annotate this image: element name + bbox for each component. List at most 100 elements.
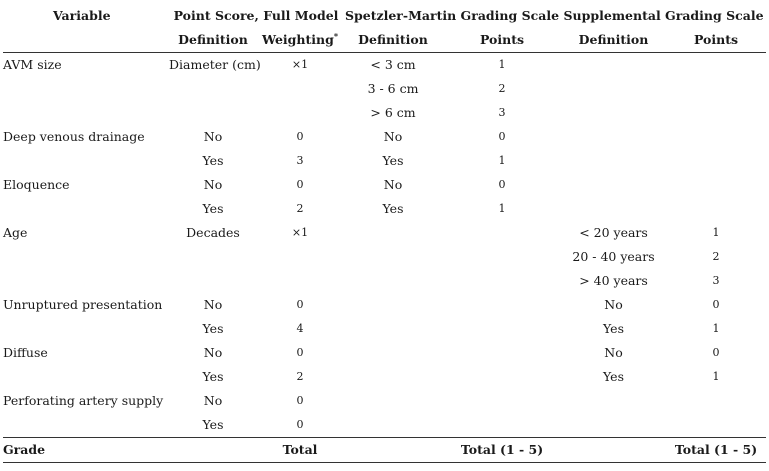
cell-variable: Unruptured presentation (3, 297, 163, 312)
cell-fm-weighting (257, 101, 343, 125)
cell-sm-definition: 3 - 6 cm (367, 81, 419, 96)
table-row: Yes 2 Yes 1 (3, 197, 766, 221)
grading-scale-table: Variable Point Score, Full Model Spetzle… (3, 4, 767, 463)
footer-fm-total: Total (257, 437, 344, 463)
cell-supp-definition (561, 125, 666, 149)
footer-grade-label: Grade (3, 437, 169, 463)
cell-sm-points (443, 389, 561, 413)
header-fm-weighting-label: Weighting (261, 32, 334, 47)
cell-variable: Eloquence (3, 177, 70, 192)
cell-fm-definition (169, 101, 257, 125)
table-row: Yes 3 Yes 1 (3, 149, 766, 173)
cell-supp-definition: No (604, 345, 623, 360)
cell-sm-definition (343, 413, 443, 438)
cell-supp-points: 0 (712, 346, 720, 359)
table-row: Deep venous drainage No 0 No 0 (3, 125, 766, 149)
header-row-groups: Variable Point Score, Full Model Spetzle… (3, 4, 766, 28)
cell-variable: Perforating artery supply (3, 393, 164, 408)
cell-sm-points: 1 (498, 154, 506, 167)
cell-fm-definition (169, 245, 257, 269)
weighting-footnote-mark: * (333, 30, 339, 41)
header-sm-points: Points (443, 28, 562, 53)
cell-supp-definition (561, 389, 666, 413)
header-group-full-model: Point Score, Full Model (173, 8, 339, 23)
cell-sm-definition: Yes (382, 153, 404, 168)
cell-sm-points: 1 (498, 202, 506, 215)
table-row: 20 - 40 years 2 (3, 245, 766, 269)
header-sm-definition: Definition (343, 28, 444, 53)
cell-supp-points (666, 77, 766, 101)
table-row: Age Decades ×1 < 20 years 1 (3, 221, 766, 245)
cell-supp-points (666, 149, 766, 173)
cell-fm-definition: Yes (202, 369, 224, 384)
cell-sm-definition: < 3 cm (370, 57, 416, 72)
cell-sm-points (443, 269, 561, 293)
cell-sm-points (443, 293, 561, 317)
cell-supp-definition (561, 53, 666, 78)
cell-sm-points (443, 365, 561, 389)
cell-variable (3, 269, 169, 293)
cell-variable (3, 197, 169, 221)
header-supp-points: Points (666, 28, 767, 53)
cell-supp-definition (561, 149, 666, 173)
cell-supp-definition: > 40 years (579, 273, 648, 288)
cell-sm-points (443, 245, 561, 269)
header-fm-definition: Definition (169, 28, 257, 53)
cell-fm-weighting: 0 (296, 130, 304, 143)
cell-supp-points: 1 (712, 370, 720, 383)
footer-blank (561, 437, 667, 463)
cell-variable (3, 245, 169, 269)
cell-sm-points: 2 (498, 82, 506, 95)
cell-sm-points: 0 (498, 178, 506, 191)
cell-variable: Deep venous drainage (3, 129, 145, 144)
cell-fm-weighting (257, 269, 343, 293)
header-variable: Variable (53, 8, 111, 23)
cell-supp-points (666, 413, 766, 438)
table-row: Yes 2 Yes 1 (3, 365, 766, 389)
cell-sm-definition (343, 365, 443, 389)
cell-fm-definition: No (203, 297, 223, 312)
cell-sm-definition (343, 269, 443, 293)
table-row: Yes 0 (3, 413, 766, 438)
table-row: > 40 years 3 (3, 269, 766, 293)
cell-sm-definition (343, 317, 443, 341)
cell-supp-definition (561, 197, 666, 221)
table-row: 3 - 6 cm 2 (3, 77, 766, 101)
table-row: Perforating artery supply No 0 (3, 389, 766, 413)
cell-fm-weighting: 2 (296, 370, 304, 383)
cell-fm-weighting: 4 (296, 322, 304, 335)
cell-supp-points: 3 (712, 274, 720, 287)
header-supp-definition: Definition (561, 28, 667, 53)
cell-variable (3, 77, 169, 101)
cell-fm-definition: Yes (202, 153, 224, 168)
cell-sm-definition (343, 389, 443, 413)
cell-supp-definition: Yes (603, 369, 624, 384)
cell-sm-points (443, 413, 561, 438)
footer-row: Grade Total Total (1 - 5) Total (1 - 5) (3, 437, 767, 463)
cell-fm-definition: No (203, 177, 223, 192)
cell-supp-points (666, 389, 766, 413)
footer-blank (169, 437, 257, 463)
cell-fm-definition (169, 77, 257, 101)
cell-supp-definition: 20 - 40 years (572, 249, 655, 264)
cell-supp-points (666, 125, 766, 149)
cell-fm-definition: Yes (202, 321, 224, 336)
cell-supp-points (666, 197, 766, 221)
cell-sm-definition (343, 341, 443, 365)
header-blank (3, 28, 169, 53)
footer-sm-total: Total (1 - 5) (443, 437, 562, 463)
cell-sm-points: 0 (498, 130, 506, 143)
cell-variable: AVM size (3, 57, 62, 72)
cell-fm-definition: Decades (186, 225, 240, 240)
cell-supp-definition (561, 413, 666, 438)
cell-supp-points (666, 53, 766, 78)
cell-sm-points (443, 317, 561, 341)
cell-fm-weighting: 3 (296, 154, 304, 167)
cell-supp-points: 2 (712, 250, 720, 263)
cell-variable: Age (3, 225, 28, 240)
cell-variable: Diffuse (3, 345, 48, 360)
table-row: Diffuse No 0 No 0 (3, 341, 766, 365)
cell-supp-definition: No (604, 297, 623, 312)
cell-fm-weighting: ×1 (291, 226, 309, 239)
